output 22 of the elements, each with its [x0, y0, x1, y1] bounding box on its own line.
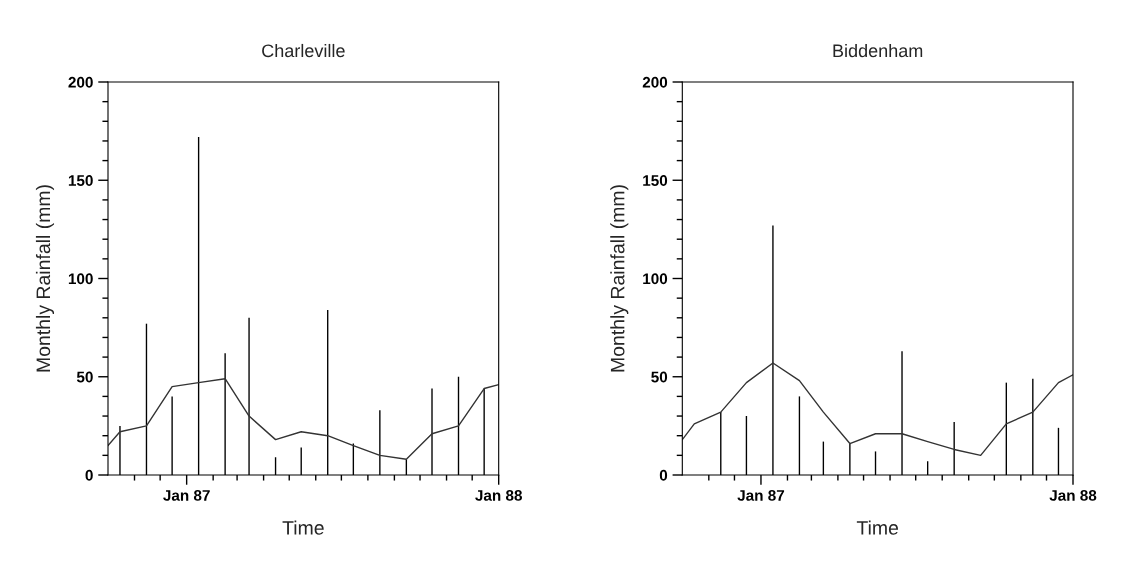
chart-title: Biddenham	[833, 43, 923, 58]
y-tick-label: 200	[68, 76, 93, 88]
y-axis-title: Monthly Rainfall (mm)	[610, 185, 629, 372]
x-tick-label: Jan 87	[737, 489, 785, 501]
line-series	[682, 362, 1073, 457]
x-tick-label: Jan 87	[163, 489, 210, 501]
x-tick-label: Jan 88	[475, 489, 522, 501]
y-tick-label: 150	[643, 175, 668, 186]
y-axis-title: Monthly Rainfall (mm)	[35, 185, 55, 372]
y-tick-label: 0	[85, 469, 93, 481]
x-tick-label: Jan 88	[1049, 489, 1097, 501]
y-tick-label: 0	[659, 469, 668, 481]
y-tick-label: 200	[642, 76, 668, 88]
y-tick-label: 50	[651, 371, 668, 383]
line-series	[108, 378, 499, 460]
x-axis-title: Time	[282, 520, 324, 535]
y-tick-label: 150	[68, 175, 93, 186]
y-tick-label: 100	[643, 273, 668, 285]
x-axis-title: Time	[856, 520, 899, 535]
y-tick-label: 50	[76, 371, 93, 383]
chart-title: Charleville	[262, 43, 345, 58]
y-tick-label: 100	[68, 273, 93, 285]
